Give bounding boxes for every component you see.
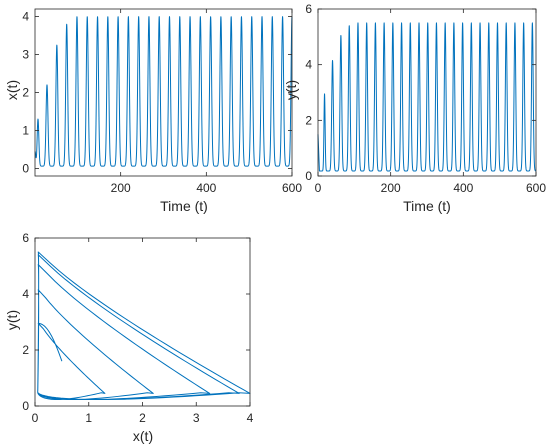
- y-time-ytick-label: 4: [305, 58, 312, 72]
- phase-ytick-label: 4: [22, 287, 29, 301]
- phase-ytick-label: 6: [22, 231, 29, 245]
- x-time-ytick-label: 1: [22, 123, 29, 137]
- phase-portrait-plot: x(t) y(t) 0 1 2 3 4 0 2 4 6: [4, 231, 254, 444]
- phase-ytick-label: 2: [22, 343, 29, 357]
- x-time-xtick-label: 600: [282, 181, 302, 195]
- y-time-ylabel: y(t): [283, 80, 299, 100]
- y-time-ytick-label: 6: [305, 2, 312, 16]
- y-time-xtick-label: 600: [526, 181, 546, 195]
- phase-axes-area: [35, 238, 250, 406]
- phase-xtick-label: 3: [193, 411, 200, 425]
- x-time-ytick-label: 0: [22, 161, 29, 175]
- y-time-series-line: [317, 22, 537, 172]
- y-time-axes-box: [317, 8, 537, 177]
- x-time-ytick-label: 4: [22, 10, 29, 24]
- x-time-ylabel: x(t): [4, 80, 20, 100]
- phase-ylabel: y(t): [4, 310, 20, 330]
- x-time-plot: Time (t) x(t) 200 400 600 0 1 2 3 4: [4, 8, 302, 214]
- phase-xtick-label: 1: [85, 411, 92, 425]
- phase-xtick-label: 0: [32, 411, 39, 425]
- x-time-ytick-label: 3: [22, 48, 29, 62]
- y-time-xtick-label: 400: [453, 181, 473, 195]
- phase-series-line: [37, 251, 251, 401]
- y-time-xlabel: Time (t): [403, 198, 451, 214]
- x-time-xtick-label: 200: [111, 181, 131, 195]
- phase-xlabel: x(t): [133, 428, 153, 444]
- phase-ytick-label: 0: [22, 399, 29, 413]
- y-time-ytick-label: 0: [305, 169, 312, 183]
- y-time-xtick-label: 0: [315, 181, 322, 195]
- x-time-series-line: [34, 16, 293, 167]
- y-time-xtick-label: 200: [381, 181, 401, 195]
- phase-xtick-label: 4: [247, 411, 254, 425]
- phase-xtick-label: 2: [139, 411, 146, 425]
- y-time-ytick-label: 2: [305, 113, 312, 127]
- x-time-ytick-label: 2: [22, 86, 29, 100]
- x-time-xlabel: Time (t): [160, 198, 208, 214]
- x-time-xtick-label: 400: [196, 181, 216, 195]
